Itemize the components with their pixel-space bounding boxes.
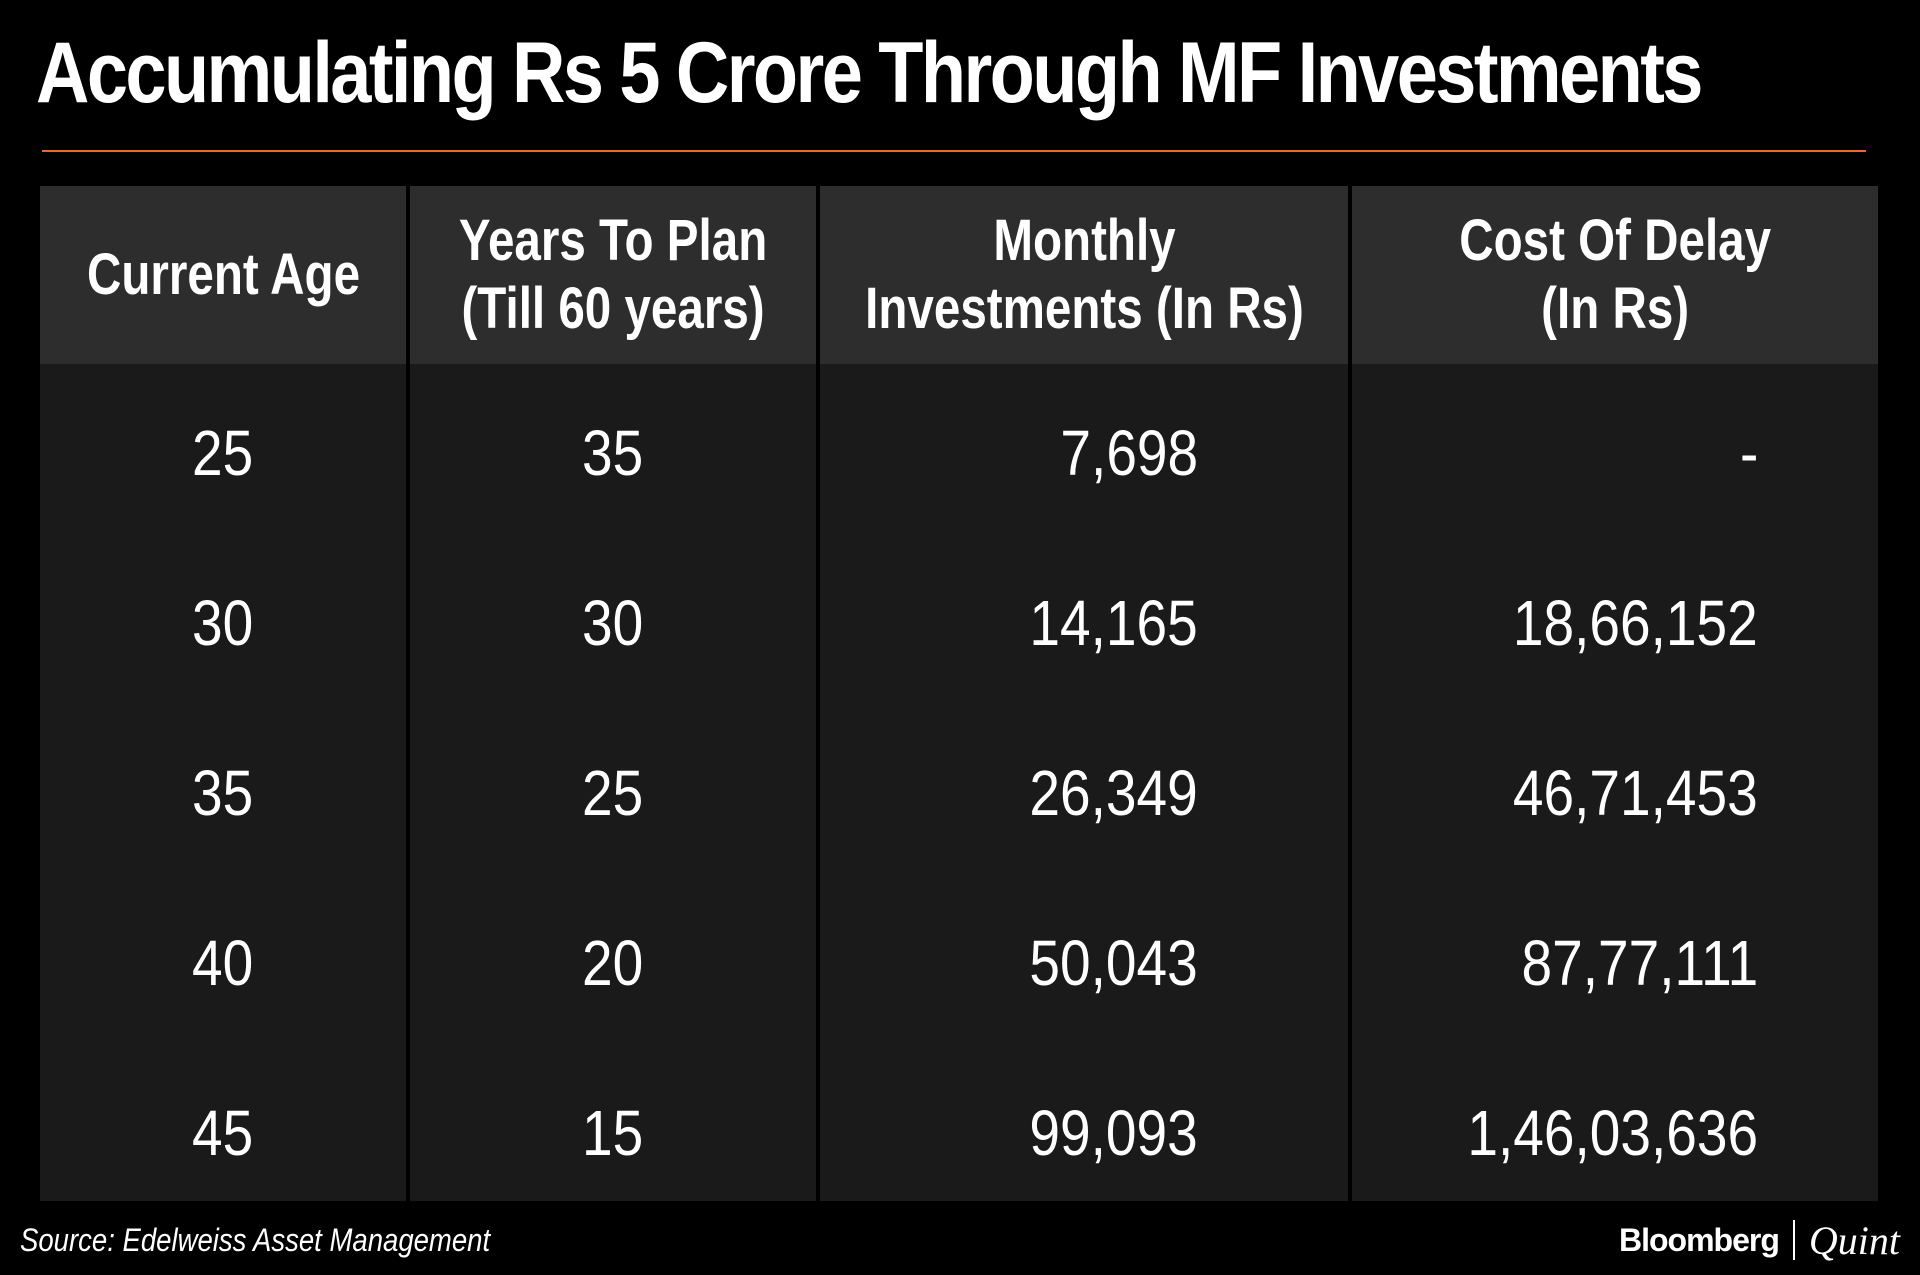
table-cell-value: 30 xyxy=(192,587,254,659)
table-cell: 18,66,152 xyxy=(1352,568,1758,678)
table-cell-value: 99,093 xyxy=(1029,1097,1198,1169)
column-header-text: Cost Of Delay (In Rs) xyxy=(1459,207,1771,343)
table-cell: 7,698 xyxy=(820,398,1198,508)
column-header-line: Cost Of Delay xyxy=(1459,208,1771,273)
table-cell-value: 26,349 xyxy=(1029,757,1198,829)
table-cell-value: 20 xyxy=(582,927,644,999)
table-cell-value: 35 xyxy=(582,417,644,489)
brand-bloomberg: Bloomberg xyxy=(1618,1221,1780,1258)
column-header-text: Monthly Investments (In Rs) xyxy=(865,207,1304,343)
column-header-3: Monthly Investments (In Rs) xyxy=(820,186,1348,364)
column-header-text: Current Age xyxy=(86,241,359,309)
table-cell-value: 30 xyxy=(582,587,644,659)
brand-quint: Quint xyxy=(1808,1217,1900,1263)
column-header-line: Years To Plan xyxy=(458,208,768,273)
column-header-4: Cost Of Delay (In Rs) xyxy=(1352,186,1878,364)
table-cell-value: 25 xyxy=(582,757,644,829)
data-table: Current Age Years To Plan (Till 60 years) M… xyxy=(40,186,1878,1201)
table-cell: 99,093 xyxy=(820,1078,1198,1188)
table-cell: 14,165 xyxy=(820,568,1198,678)
table-cell: 30 xyxy=(40,568,406,678)
table-cell: 35 xyxy=(40,738,406,848)
table-cell: 35 xyxy=(410,398,816,508)
table-cell: 45 xyxy=(40,1078,406,1188)
table-cell: 46,71,453 xyxy=(1352,738,1758,848)
table-cell-value: - xyxy=(1739,417,1758,489)
table-cell: 40 xyxy=(40,908,406,1018)
brand-logo: Bloomberg Quint xyxy=(1619,1214,1900,1266)
table-cell-value: 18,66,152 xyxy=(1513,587,1758,659)
table-cell: 50,043 xyxy=(820,908,1198,1018)
table-cell-value: 14,165 xyxy=(1029,587,1198,659)
column-header-line: (Till 60 years) xyxy=(461,276,765,341)
brand-separator xyxy=(1792,1220,1795,1260)
table-cell-value: 15 xyxy=(582,1097,644,1169)
table-cell-value: 87,77,111 xyxy=(1521,927,1758,999)
table-cell-value: 7,698 xyxy=(1060,417,1198,489)
column-header-line: (In Rs) xyxy=(1541,276,1689,341)
table-cell: 25 xyxy=(410,738,816,848)
table-cell-value: 40 xyxy=(192,927,254,999)
chart-title: Accumulating Rs 5 Crore Through MF Inves… xyxy=(36,25,1703,121)
table-cell: - xyxy=(1352,398,1758,508)
table-cell: 15 xyxy=(410,1078,816,1188)
column-header-text: Years To Plan (Till 60 years) xyxy=(459,207,767,343)
column-header-line: Current Age xyxy=(86,242,360,307)
table-cell: 20 xyxy=(410,908,816,1018)
column-header-1: Current Age xyxy=(40,186,406,364)
column-header-line: Monthly xyxy=(992,208,1176,273)
table-cell: 25 xyxy=(40,398,406,508)
table-cell-value: 35 xyxy=(192,757,254,829)
table-cell-value: 25 xyxy=(192,417,254,489)
title-divider xyxy=(42,150,1866,152)
table-cell: 1,46,03,636 xyxy=(1352,1078,1758,1188)
table-cell: 26,349 xyxy=(820,738,1198,848)
table-cell: 87,77,111 xyxy=(1352,908,1758,1018)
table-cell-value: 46,71,453 xyxy=(1513,757,1758,829)
column-header-line: Investments (In Rs) xyxy=(864,276,1304,341)
table-cell: 30 xyxy=(410,568,816,678)
table-cell-value: 1,46,03,636 xyxy=(1467,1097,1758,1169)
table-cell-value: 45 xyxy=(192,1097,254,1169)
table-cell-value: 50,043 xyxy=(1029,927,1198,999)
source-note: Source: Edelweiss Asset Management xyxy=(20,1222,491,1258)
column-header-2: Years To Plan (Till 60 years) xyxy=(410,186,816,364)
